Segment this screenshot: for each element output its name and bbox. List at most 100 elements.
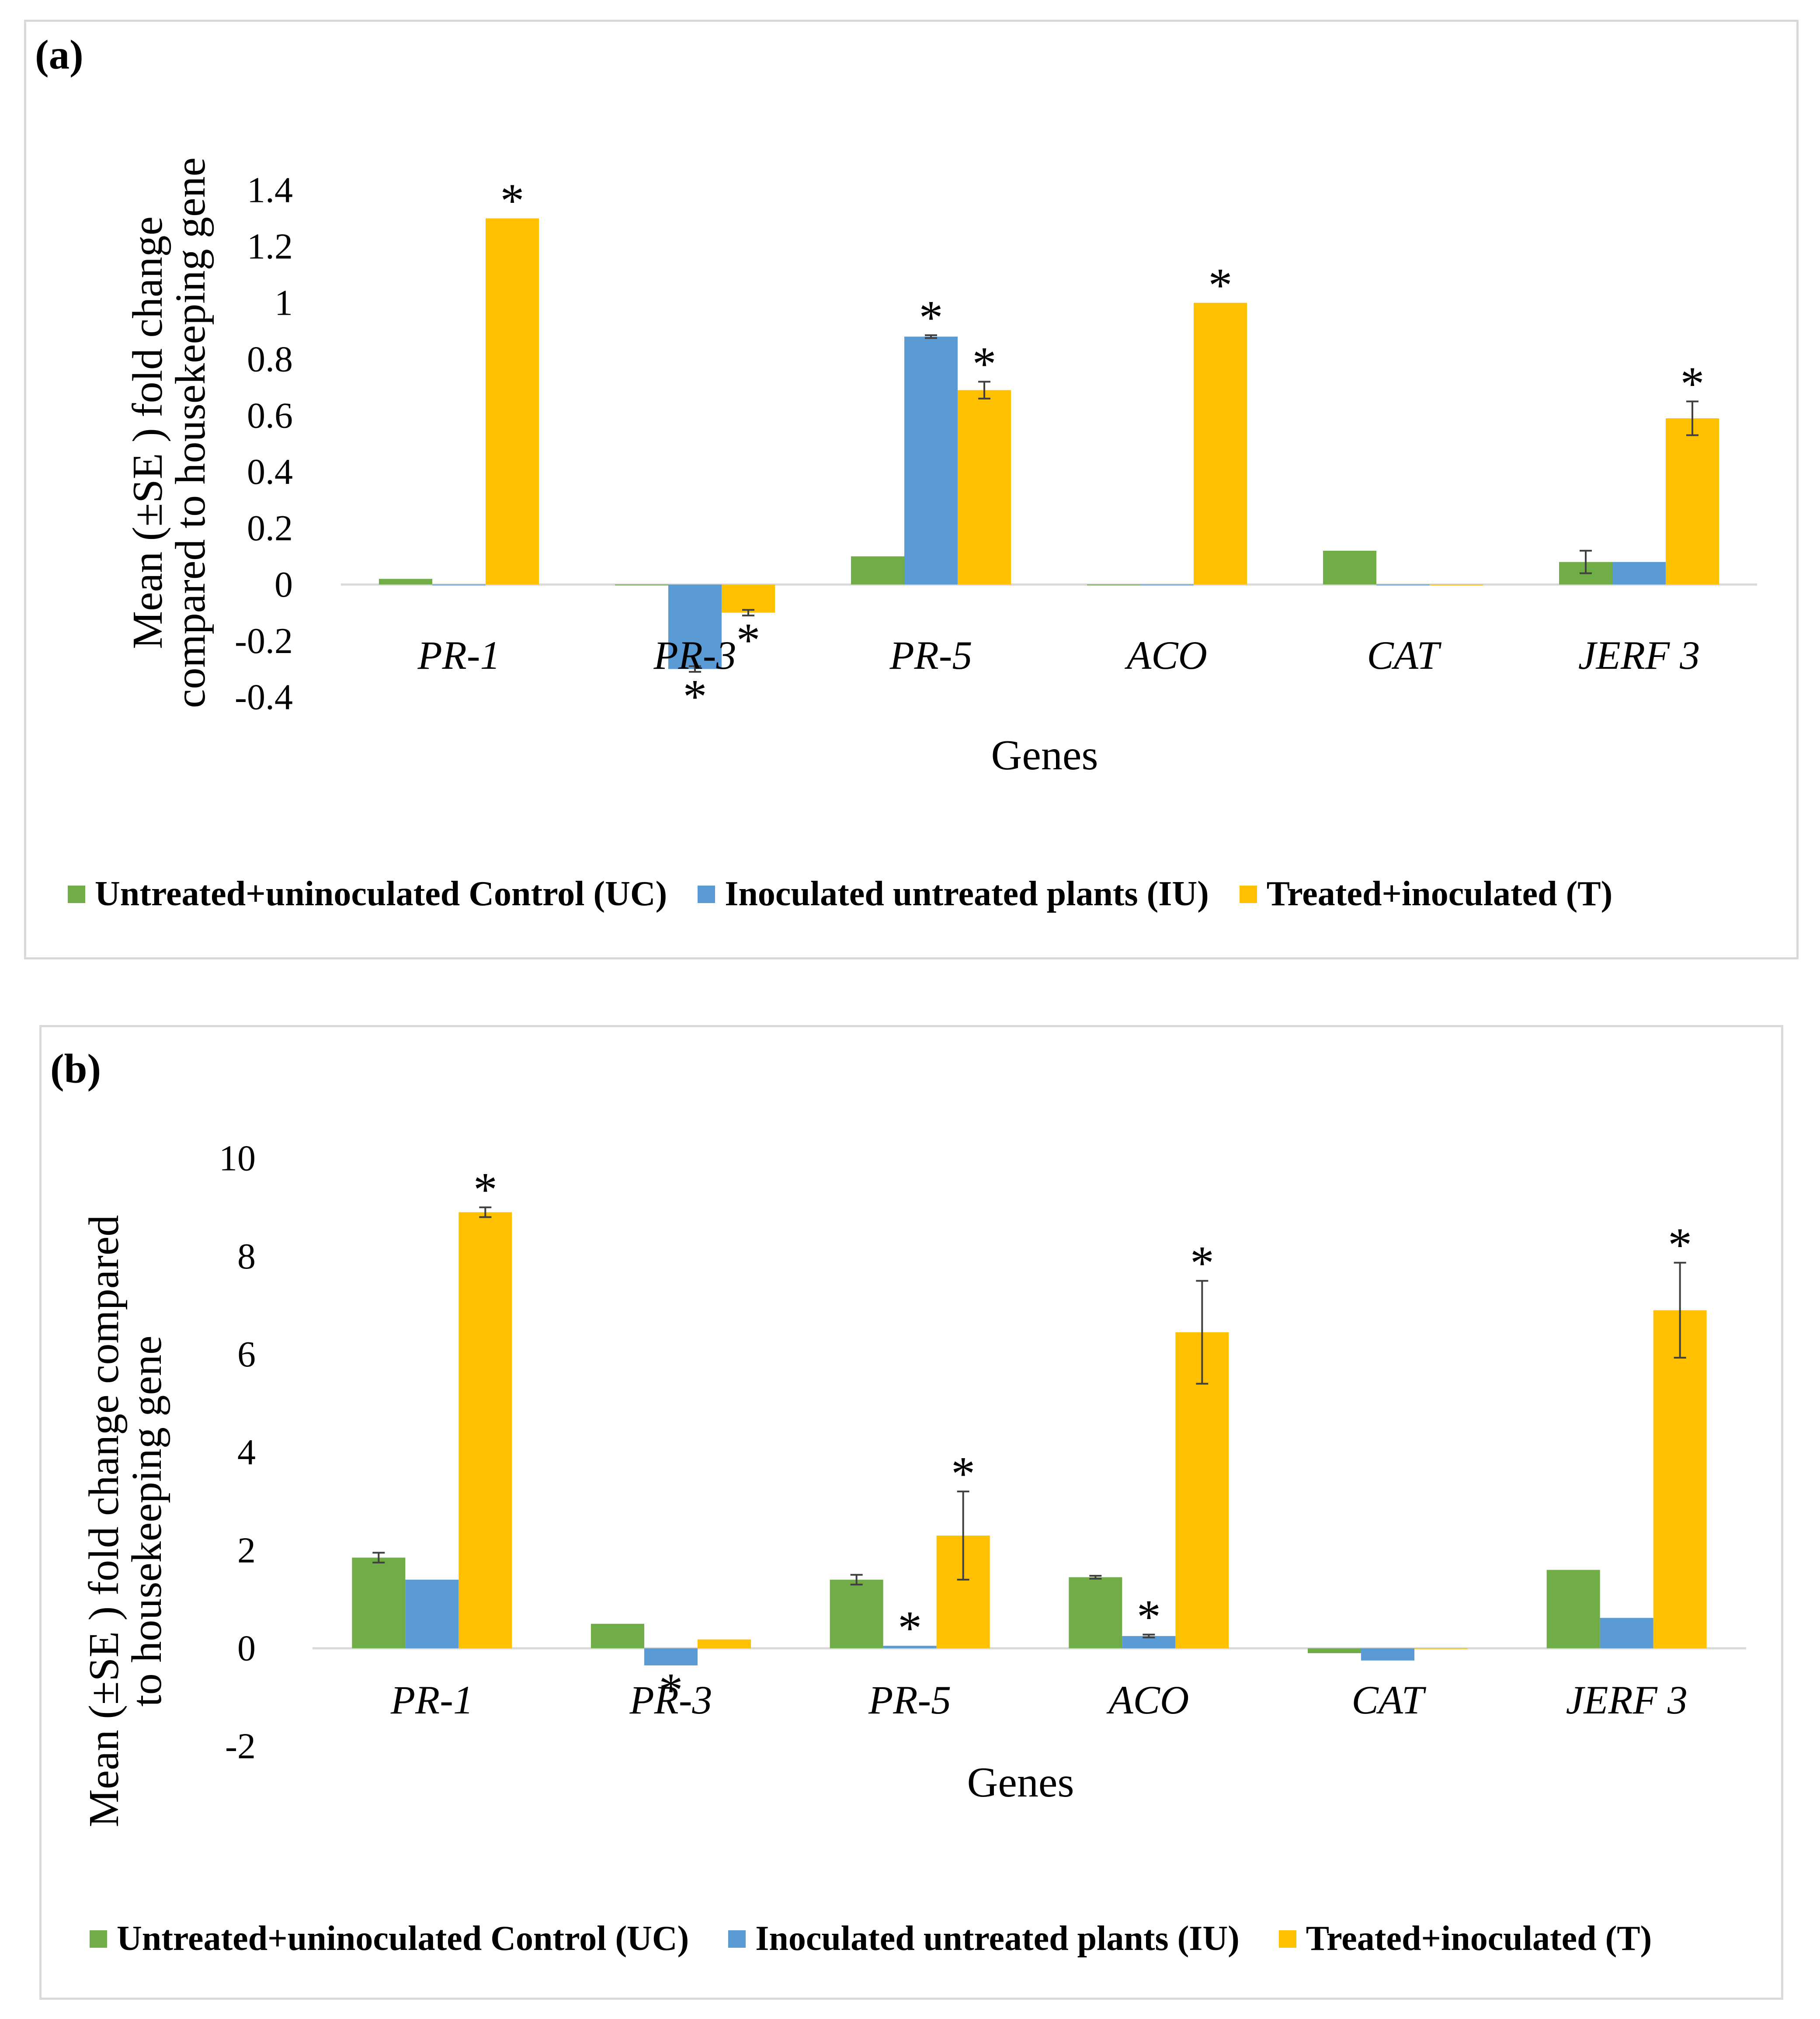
panel-label-b: (b) xyxy=(50,1046,101,1092)
legend-a: Untreated+uninoculated Control (UC) Inoc… xyxy=(68,874,1612,914)
x-axis-title: Genes xyxy=(967,1759,1074,1806)
bar-iu-jerf-3 xyxy=(1612,562,1666,585)
significance-marker: * xyxy=(973,337,997,391)
bar-iu-cat xyxy=(1361,1648,1414,1661)
significance-marker: * xyxy=(473,1163,497,1216)
y-tick-label: 0.8 xyxy=(247,339,293,379)
y-axis-title-line-2: compared to housekeeping gene xyxy=(167,157,214,708)
significance-marker: * xyxy=(659,1664,683,1717)
bar-uc-cat xyxy=(1323,550,1376,585)
bar-iu-aco xyxy=(1140,584,1194,586)
bar-iu-pr-3 xyxy=(668,584,722,669)
significance-marker: * xyxy=(500,174,524,227)
legend-swatch-iu xyxy=(728,1930,746,1948)
bar-t-aco xyxy=(1175,1332,1229,1648)
bar-uc-aco xyxy=(1069,1577,1122,1648)
legend-swatch-uc xyxy=(90,1930,107,1948)
chart-panel-b: (b) -2 0 2 4 6 8 10 * * * * * * * PR-1 PR-3 PR-5 ACO CAT JE… xyxy=(39,1025,1783,2000)
legend-label-uc: Untreated+uninoculated Control (UC) xyxy=(117,1919,689,1958)
y-tick-label: 2 xyxy=(237,1530,256,1571)
x-tick-label-pr-3: PR-3 xyxy=(629,1678,712,1722)
bar-iu-cat xyxy=(1376,584,1430,586)
y-tick-label: 0 xyxy=(274,564,293,605)
bar-uc-jerf-3 xyxy=(1546,1570,1600,1648)
legend-label-iu: Inoculated untreated plants (IU) xyxy=(725,875,1209,913)
x-tick-label-jerf-3: JERF 3 xyxy=(1578,633,1700,678)
y-tick-label: 1 xyxy=(274,282,293,323)
bar-t-cat xyxy=(1430,584,1483,586)
y-tick-label: 0 xyxy=(237,1628,256,1669)
bar-uc-pr-3 xyxy=(591,1623,644,1648)
x-tick-label-pr-5: PR-5 xyxy=(889,633,972,678)
x-tick-label-cat: CAT xyxy=(1367,633,1441,678)
bar-chart-b: -2 0 2 4 6 8 10 * * * * * * * PR-1 PR-3 PR-5 ACO CAT JERF 3… xyxy=(80,1138,1746,1828)
y-axis-title-line-1: Mean (±SE ) fold change xyxy=(124,216,171,649)
y-tick-label: 8 xyxy=(237,1236,256,1277)
significance-marker: * xyxy=(898,1602,922,1655)
y-tick-label: 0.4 xyxy=(247,452,293,492)
significance-marker: * xyxy=(736,614,761,667)
significance-marker: * xyxy=(1668,1218,1692,1272)
y-axis-title-line-1: Mean (±SE ) fold change compared xyxy=(80,1215,128,1828)
significance-marker: * xyxy=(1681,357,1705,410)
bar-uc-pr-1 xyxy=(352,1557,406,1648)
legend-swatch-uc xyxy=(68,885,85,903)
significance-marker: * xyxy=(683,670,707,723)
x-tick-label-pr-1: PR-1 xyxy=(417,633,500,678)
significance-marker: * xyxy=(1209,258,1233,312)
bar-iu-pr-3 xyxy=(644,1648,698,1666)
bar-t-pr-3 xyxy=(698,1639,751,1648)
legend-item-iu: Inoculated untreated plants (IU) xyxy=(698,874,1209,914)
legend-item-uc: Untreated+uninoculated Control (UC) xyxy=(68,874,667,914)
y-tick-label: -2 xyxy=(225,1726,256,1767)
bar-uc-pr-3 xyxy=(615,584,668,586)
legend-swatch-iu xyxy=(698,885,715,903)
bar-t-jerf-3 xyxy=(1653,1310,1707,1648)
significance-marker: * xyxy=(919,291,943,344)
bar-t-pr-5 xyxy=(958,390,1011,585)
bar-t-pr-1 xyxy=(486,218,539,585)
legend-item-t: Treated+inoculated (T) xyxy=(1278,1919,1652,1959)
bar-iu-jerf-3 xyxy=(1600,1618,1653,1648)
legend-label-iu: Inoculated untreated plants (IU) xyxy=(755,1919,1240,1958)
bar-chart-a: -0.4 -0.2 0 0.2 0.4 0.6 0.8 1 1.2 1.4 * * * * * * * PR-1 P… xyxy=(124,157,1757,779)
x-tick-label-pr-3: PR-3 xyxy=(653,633,736,678)
bar-t-pr-3 xyxy=(722,584,775,613)
bar-uc-pr-1 xyxy=(379,579,432,585)
chart-panel-a: (a) -0.4 -0.2 0 0.2 0.4 0.6 0.8 1 1.2 1.4 * * * * * * * P… xyxy=(24,20,1799,959)
y-tick-label: -0.4 xyxy=(235,677,293,718)
bar-iu-pr-5 xyxy=(883,1646,937,1648)
legend-label-t: Treated+inoculated (T) xyxy=(1266,875,1613,913)
panel-label-a: (a) xyxy=(35,31,83,78)
y-tick-label: -0.2 xyxy=(235,621,293,661)
y-tick-label: 10 xyxy=(219,1138,256,1179)
bar-t-jerf-3 xyxy=(1666,418,1719,585)
x-tick-label-aco: ACO xyxy=(1124,633,1207,678)
legend-label-uc: Untreated+uninoculated Control (UC) xyxy=(95,875,667,913)
legend-label-t: Treated+inoculated (T) xyxy=(1306,1919,1652,1958)
x-tick-label-aco: ACO xyxy=(1106,1678,1189,1722)
bar-uc-pr-5 xyxy=(830,1579,883,1648)
bar-t-aco xyxy=(1194,302,1247,585)
y-tick-label: 1.2 xyxy=(247,226,293,267)
legend-swatch-t xyxy=(1278,1930,1296,1948)
bar-uc-pr-5 xyxy=(851,556,904,585)
legend-item-iu: Inoculated untreated plants (IU) xyxy=(728,1919,1240,1959)
x-tick-label-pr-5: PR-5 xyxy=(868,1678,951,1722)
significance-marker: * xyxy=(1190,1237,1214,1290)
significance-marker: * xyxy=(1137,1590,1161,1644)
legend-swatch-t xyxy=(1239,885,1257,903)
y-tick-label: 1.4 xyxy=(247,170,293,211)
x-axis-title: Genes xyxy=(991,732,1098,779)
significance-marker: * xyxy=(951,1447,975,1501)
bar-iu-pr-1 xyxy=(405,1579,459,1648)
bar-uc-cat xyxy=(1308,1648,1361,1654)
bar-iu-pr-5 xyxy=(904,337,958,585)
legend-item-t: Treated+inoculated (T) xyxy=(1239,874,1613,914)
bar-t-cat xyxy=(1414,1648,1468,1649)
x-tick-label-pr-1: PR-1 xyxy=(390,1678,473,1722)
x-tick-label-jerf-3: JERF 3 xyxy=(1566,1678,1687,1722)
y-tick-label: 6 xyxy=(237,1334,256,1375)
